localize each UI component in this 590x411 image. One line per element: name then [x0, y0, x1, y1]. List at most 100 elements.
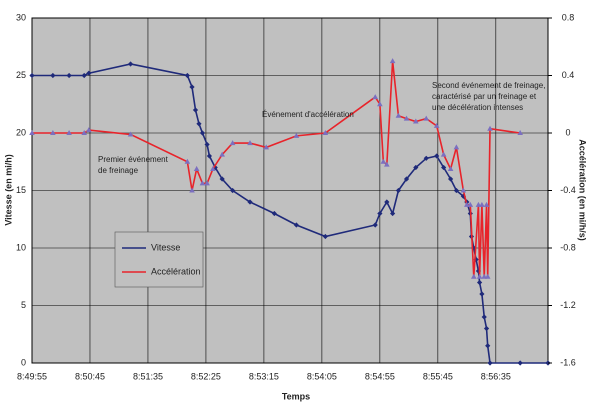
y2-tick-label: -1.6	[560, 357, 576, 367]
annotation: Événement d'accélération	[262, 110, 354, 119]
point	[193, 165, 200, 171]
y-axis-label: Vitesse (en mi/h)	[3, 154, 13, 225]
point	[322, 130, 329, 135]
point	[395, 112, 402, 118]
point	[487, 360, 493, 366]
point	[440, 151, 447, 157]
legend-label: Accélération	[151, 266, 201, 276]
point	[81, 72, 87, 79]
point	[372, 222, 378, 228]
point	[229, 140, 236, 146]
point	[380, 158, 387, 164]
point	[66, 72, 72, 79]
point	[29, 130, 35, 135]
point	[476, 273, 483, 279]
point	[447, 165, 454, 171]
point	[247, 199, 253, 205]
point	[372, 94, 379, 100]
point	[479, 291, 485, 297]
annotation: Second événement de freinage,	[432, 81, 545, 90]
y2-tick-label: -0.4	[560, 185, 576, 195]
point	[247, 140, 253, 146]
point	[50, 130, 56, 135]
point	[322, 233, 328, 240]
point	[481, 314, 487, 320]
point	[384, 199, 390, 205]
point	[192, 107, 199, 113]
point	[219, 151, 225, 157]
point	[127, 131, 134, 137]
y-tick-label: 5	[21, 300, 26, 310]
point	[470, 273, 477, 279]
point	[447, 176, 454, 182]
annotation: une décélération intenses	[432, 103, 523, 112]
x-tick-label: 8:54:05	[307, 371, 337, 381]
y2-tick-label: -0.8	[560, 242, 576, 252]
y-tick-label: 25	[16, 70, 26, 80]
point	[263, 144, 270, 150]
point	[483, 201, 490, 207]
point	[196, 121, 202, 127]
point	[403, 115, 410, 121]
point	[86, 127, 92, 133]
y2-tick-label: 0.4	[562, 70, 575, 80]
x-tick-label: 8:55:45	[423, 371, 453, 381]
y2-tick-label: 0.8	[562, 12, 575, 22]
y2-tick-label: 0	[565, 127, 570, 137]
point	[517, 360, 523, 366]
point	[189, 187, 195, 193]
x-tick-label: 8:54:55	[365, 371, 395, 381]
point	[467, 201, 474, 207]
point	[86, 70, 92, 76]
point	[271, 210, 277, 217]
point	[517, 130, 523, 135]
point	[453, 187, 459, 194]
point	[395, 187, 402, 194]
y-tick-label: 0	[21, 357, 26, 367]
point	[230, 187, 236, 194]
point	[390, 210, 396, 217]
point	[460, 187, 467, 193]
point	[199, 180, 206, 186]
point	[219, 176, 225, 182]
legend	[114, 231, 204, 288]
y-tick-label: 15	[16, 185, 26, 195]
x-tick-label: 8:56:35	[481, 371, 511, 381]
point	[484, 273, 491, 279]
x-tick-label: 8:51:35	[133, 371, 163, 381]
annotation: Premier événement	[98, 155, 169, 164]
point	[460, 193, 466, 199]
point	[127, 61, 134, 67]
point	[413, 118, 419, 124]
point	[29, 72, 35, 79]
point	[377, 210, 383, 217]
x-axis-label: Temps	[282, 391, 310, 401]
point	[199, 130, 206, 136]
point	[293, 132, 300, 138]
x-tick-label: 8:50:45	[75, 371, 105, 381]
x-tick-label: 8:49:55	[17, 371, 47, 381]
point	[184, 158, 191, 164]
point	[66, 130, 72, 135]
series-layer	[29, 58, 551, 366]
y2-axis-label: Accélération (en mi/h/s)	[578, 139, 588, 241]
point	[441, 164, 447, 171]
point	[483, 325, 490, 332]
point	[433, 122, 440, 128]
annotation: de freinage	[98, 166, 139, 175]
point	[204, 141, 210, 148]
point	[413, 164, 419, 171]
y-tick-label: 10	[16, 242, 26, 252]
point	[485, 343, 491, 349]
x-tick-label: 8:53:15	[249, 371, 279, 381]
point	[389, 58, 396, 64]
point	[377, 101, 383, 107]
grid	[31, 17, 548, 364]
point	[479, 201, 485, 207]
point	[81, 130, 87, 135]
point	[210, 165, 216, 171]
point	[423, 115, 430, 121]
point	[434, 153, 440, 159]
point	[50, 72, 56, 79]
